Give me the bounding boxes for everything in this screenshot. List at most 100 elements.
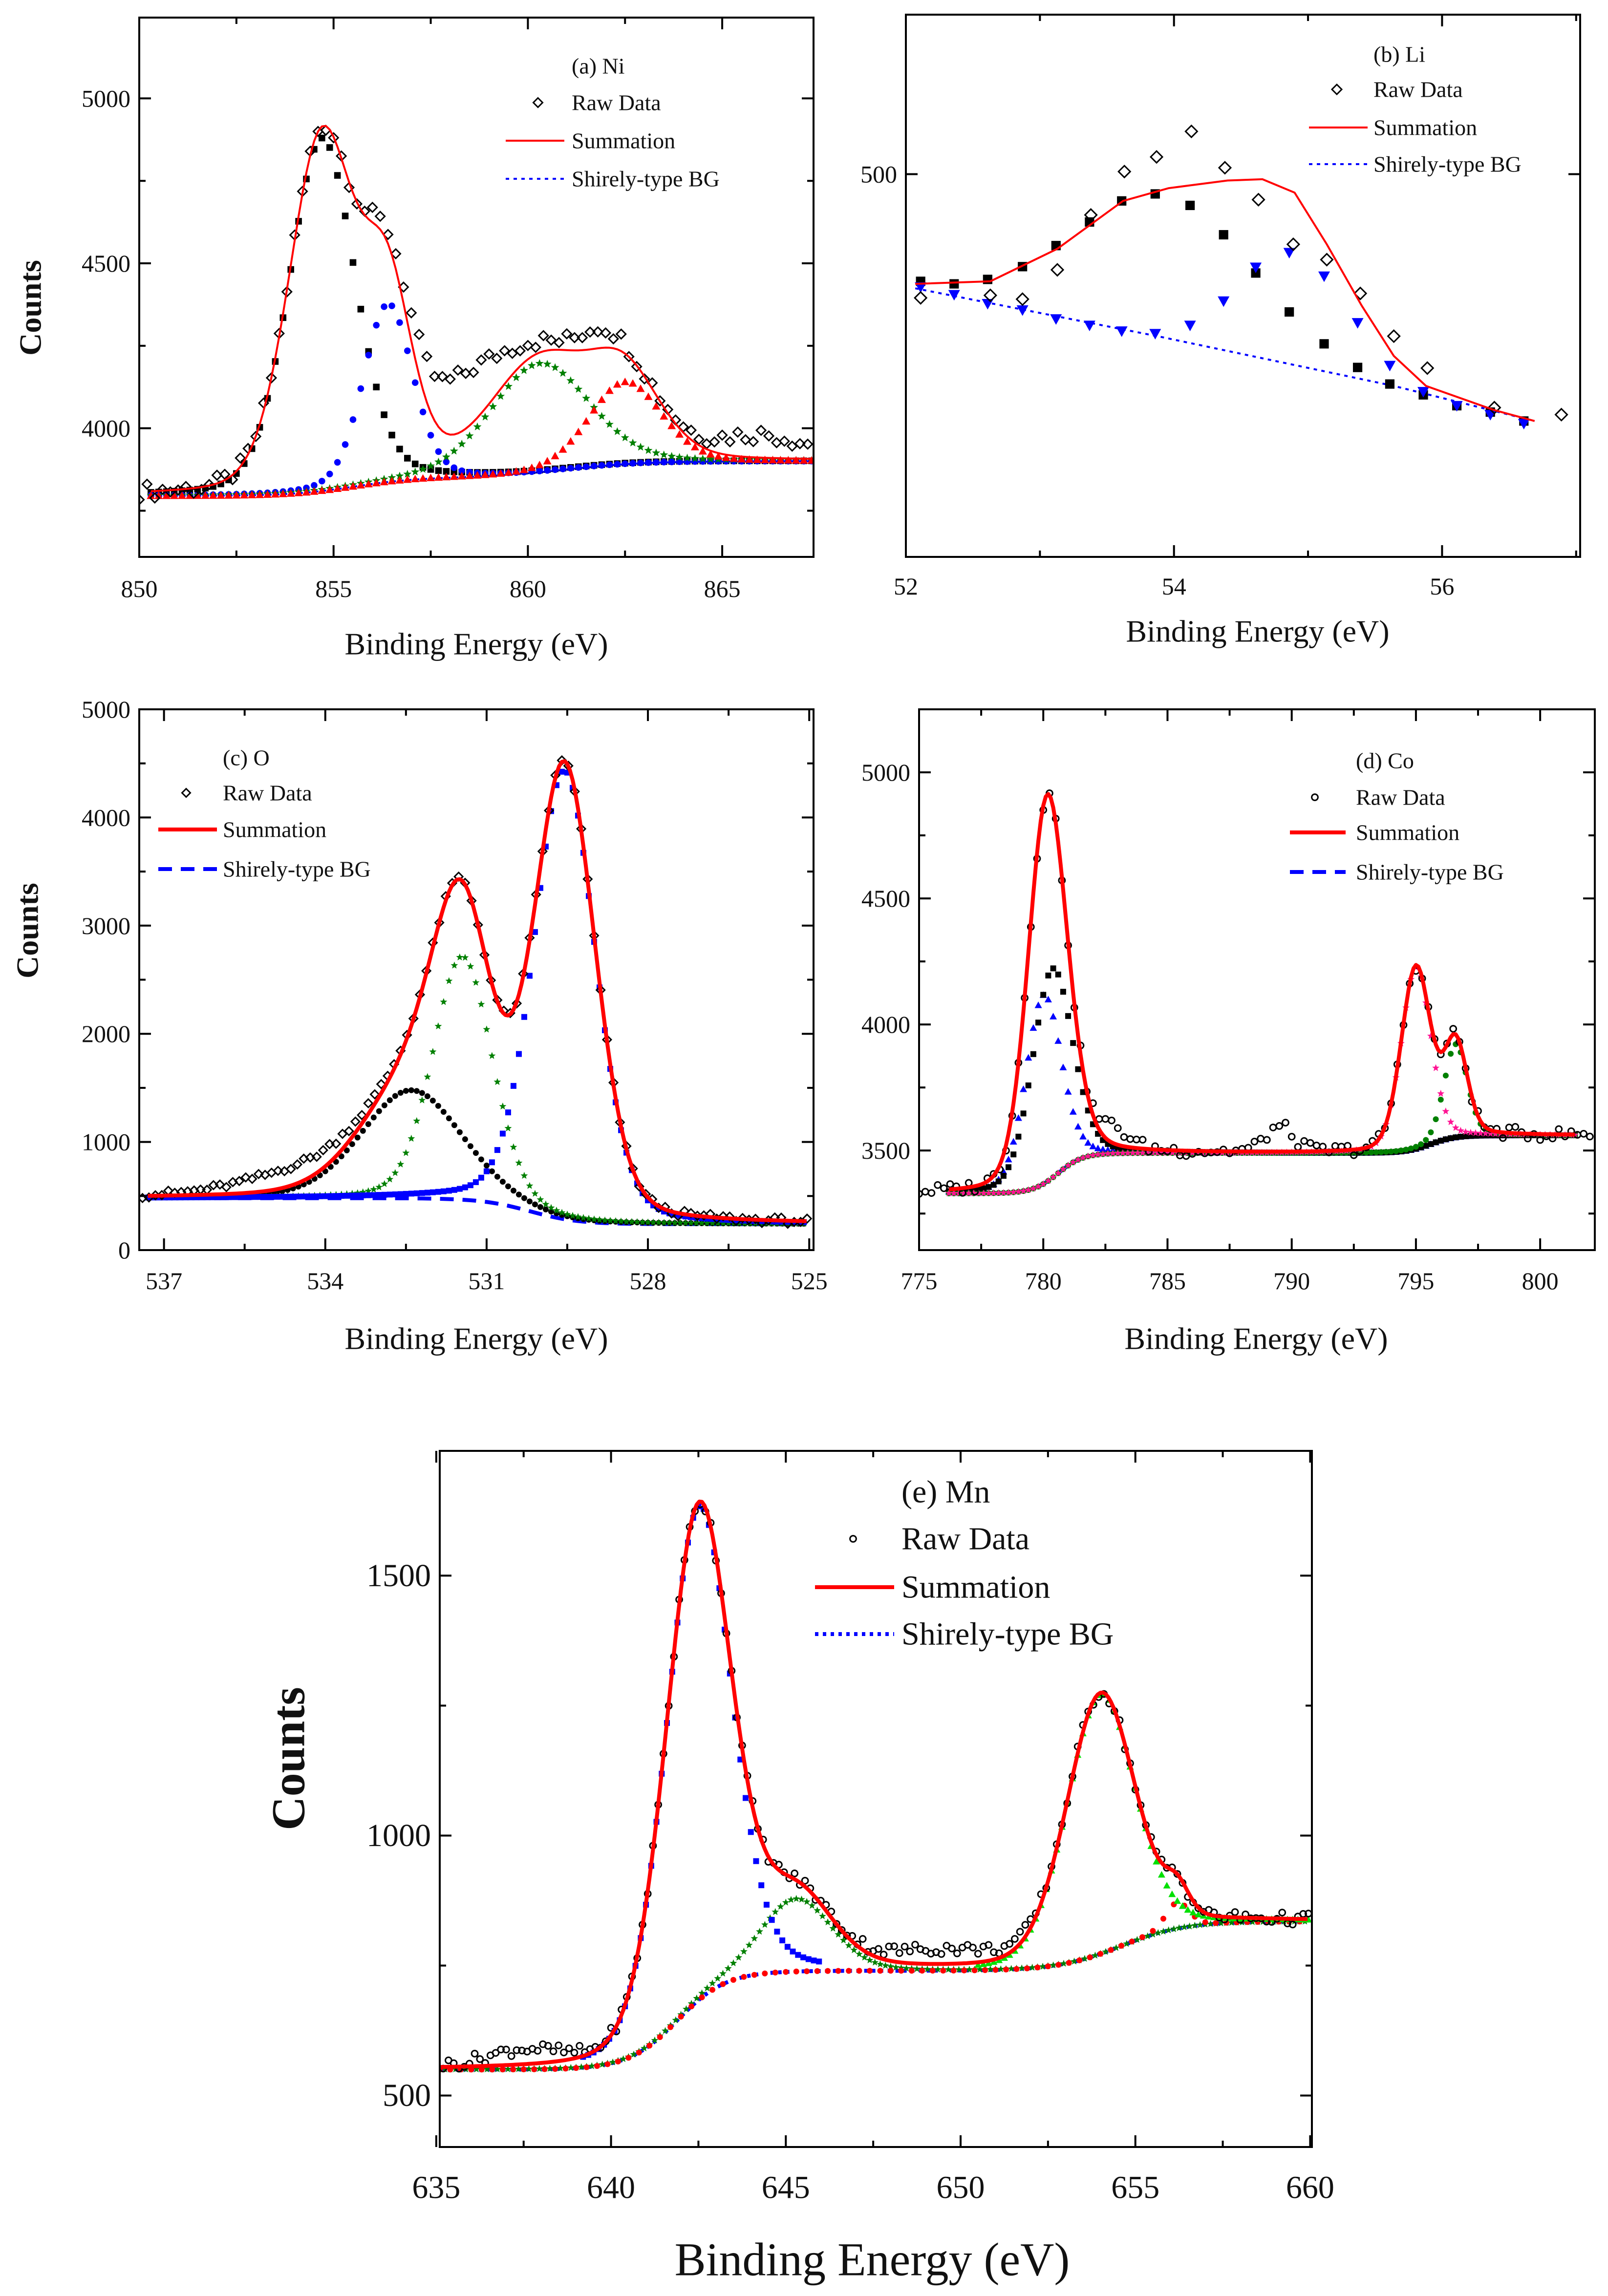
component-2-point xyxy=(567,465,574,472)
component-3-point xyxy=(489,1159,495,1166)
component-1-point xyxy=(343,1147,350,1153)
x-axis-title: Binding Energy (eV) xyxy=(1124,1321,1388,1356)
component-2-point xyxy=(1451,401,1463,412)
component-1-point xyxy=(672,2016,680,2023)
component-1-point xyxy=(1000,1168,1008,1175)
y-tick-label: 3000 xyxy=(82,912,130,939)
legend-raw-data-marker xyxy=(849,1535,857,1543)
raw-data-point xyxy=(1331,1142,1339,1150)
x-tick-label: 660 xyxy=(1286,2170,1334,2206)
raw-data-point xyxy=(969,1943,977,1952)
component-4-point xyxy=(1158,1149,1166,1156)
component-2-point xyxy=(708,1219,716,1227)
component-3-point xyxy=(526,973,533,979)
component-1-point xyxy=(1352,362,1363,372)
component-3-point xyxy=(365,1192,371,1198)
component-1-point xyxy=(505,1183,511,1190)
component-4-point xyxy=(519,466,528,473)
raw-data-point xyxy=(1050,263,1065,277)
component-4-point xyxy=(1427,1032,1435,1040)
x-tick-label: 655 xyxy=(1111,2170,1159,2206)
component-2-point xyxy=(483,1025,491,1033)
component-2-point xyxy=(877,1968,883,1974)
component-1-point xyxy=(845,1941,853,1949)
component-1-point xyxy=(620,2055,627,2062)
x-tick-label: 645 xyxy=(762,2170,810,2206)
component-4-point xyxy=(1174,1149,1181,1156)
raw-data-point xyxy=(937,1950,945,1958)
component-4-point xyxy=(965,1189,973,1197)
component-4-point xyxy=(636,384,645,392)
component-2-point xyxy=(553,1207,560,1214)
component-4-point xyxy=(1472,1129,1479,1136)
x-tick-label: 775 xyxy=(901,1267,938,1295)
component-1-point xyxy=(651,2036,659,2044)
legend-raw-data-label: Raw Data xyxy=(1373,77,1463,102)
component-4-point xyxy=(310,487,319,495)
component-1-point xyxy=(934,1965,942,1973)
raw-data-point xyxy=(235,452,246,464)
component-3-point xyxy=(543,360,552,368)
component-2-point xyxy=(919,1968,925,1974)
component-2-point xyxy=(649,1218,657,1226)
plot-area xyxy=(914,124,1568,430)
raw-data-point xyxy=(534,2047,542,2055)
panel-c: 537 534 531 528 525 0 1000 2000 3000 4000 5000 (c) … xyxy=(10,696,828,1356)
component-1-point xyxy=(824,1918,832,1926)
component-2-point xyxy=(719,1219,727,1227)
component-1-point xyxy=(397,1090,404,1096)
component-4-point xyxy=(598,395,606,403)
component-4-point xyxy=(950,1189,958,1197)
raw-data-point xyxy=(914,291,928,305)
component-2-point xyxy=(583,2064,590,2070)
component-4-point xyxy=(1169,1149,1177,1156)
component-1-point xyxy=(724,1964,732,1972)
component-4-point xyxy=(170,491,179,499)
component-4-point xyxy=(248,490,257,499)
component-2-point xyxy=(614,461,621,468)
component-4-point xyxy=(1134,1149,1141,1156)
raw-data-point xyxy=(686,1208,696,1218)
component-3-point xyxy=(1368,1149,1374,1156)
component-1-point xyxy=(342,213,349,219)
raw-data-point xyxy=(1218,161,1232,175)
component-3-point xyxy=(467,1182,473,1189)
raw-data-point xyxy=(203,479,215,490)
component-3-point xyxy=(478,1174,484,1181)
component-2-point xyxy=(1115,326,1128,337)
component-1-point xyxy=(740,1947,748,1955)
raw-data-point xyxy=(1387,329,1401,343)
legend: (b) Li Raw Data Summation Shirely-type BG xyxy=(1309,42,1522,177)
component-2-point xyxy=(995,1178,1002,1185)
component-4-point xyxy=(800,1954,807,1960)
component-3-point xyxy=(419,1190,425,1196)
component-1-point xyxy=(772,1908,779,1915)
component-2-point xyxy=(1020,1110,1027,1117)
y-tick-label: 1500 xyxy=(366,1558,431,1594)
component-3-point xyxy=(465,431,474,440)
raw-data-point xyxy=(570,2049,579,2057)
raw-data-point xyxy=(1286,237,1301,252)
component-4-point xyxy=(427,473,435,482)
component-3-point xyxy=(527,361,536,369)
y-tick-label: 5000 xyxy=(82,85,130,112)
raw-data-point xyxy=(1015,292,1029,306)
component-2-point xyxy=(625,2055,632,2061)
component-2-point xyxy=(1000,1172,1007,1179)
panel-d: 775 780 785 790 795 800 3500 4000 4500 5000 (d) Co… xyxy=(861,708,1596,1356)
component-3-point xyxy=(274,1193,280,1200)
plot-area xyxy=(919,789,1594,1198)
component-2-point xyxy=(601,1216,609,1224)
component-4-point xyxy=(263,490,272,498)
component-2-point xyxy=(751,1972,757,1978)
component-4-point xyxy=(387,477,396,485)
component-1-point xyxy=(1207,1920,1214,1927)
component-2-point xyxy=(520,2066,527,2073)
component-3-point xyxy=(354,1192,361,1199)
component-1-point xyxy=(456,1129,463,1135)
component-2-point xyxy=(1025,1082,1031,1088)
raw-data-point xyxy=(421,351,433,362)
component-3-point xyxy=(481,412,490,421)
component-4-point xyxy=(683,437,691,445)
component-4-point xyxy=(605,386,614,394)
